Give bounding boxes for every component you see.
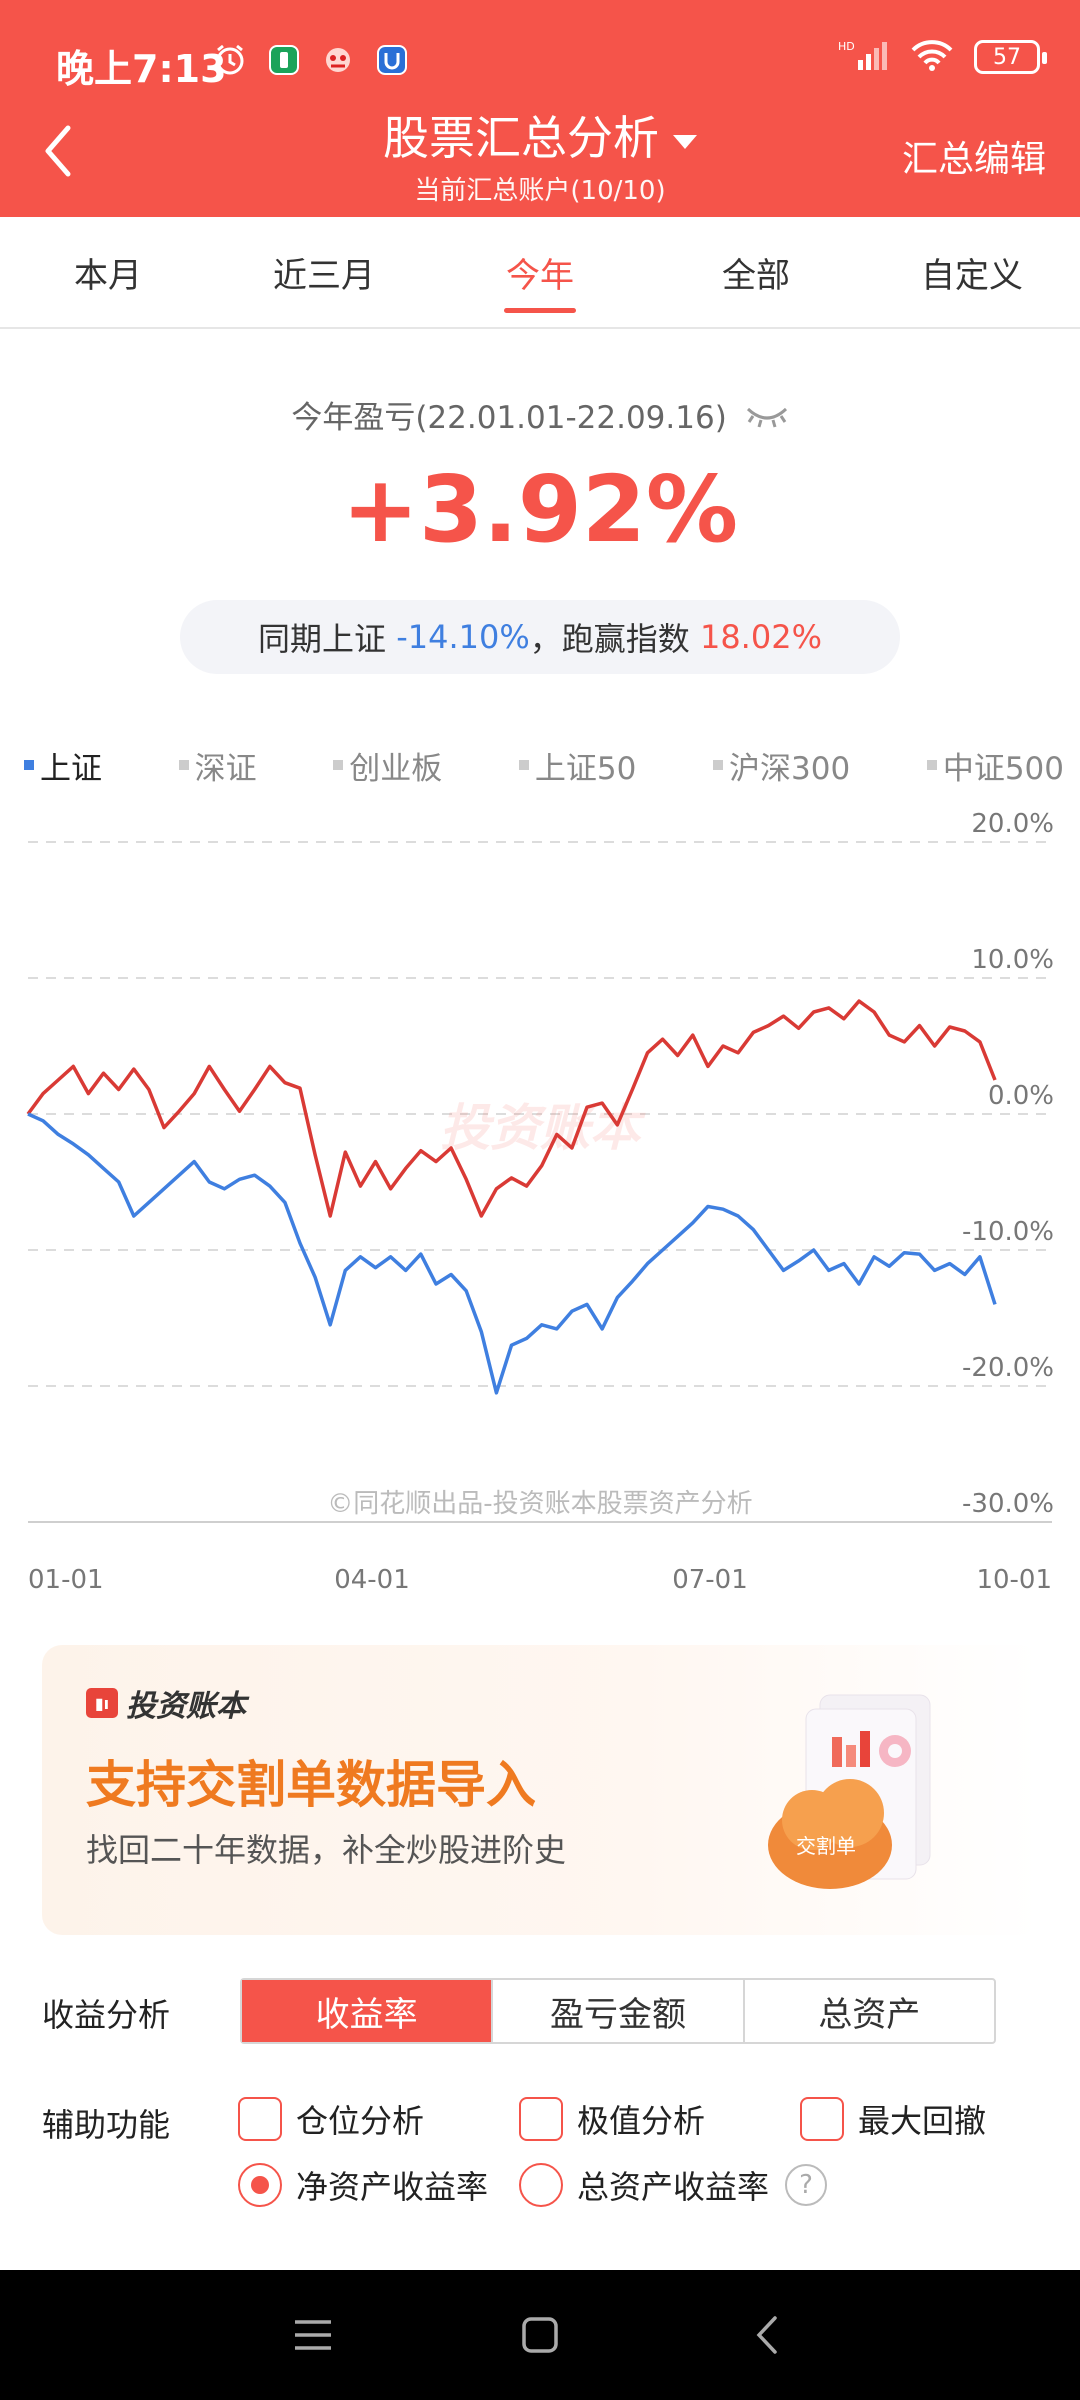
y-tick-label: 20.0% [971, 809, 1054, 839]
segment-profit-amount[interactable]: 盈亏金额 [493, 1980, 745, 2042]
svg-text:交割单: 交割单 [796, 1834, 856, 1858]
position-analysis-checkbox[interactable]: 仓位分析 [238, 2096, 424, 2142]
cloud-document-illustration: 交割单 [750, 1675, 950, 1915]
net-asset-return-radio[interactable]: 净资产收益率 [238, 2162, 488, 2208]
x-tick-label: 10-01 [976, 1565, 1052, 1595]
status-bar: 晚上7:13 HD 57 [0, 0, 1080, 125]
segment-return-rate[interactable]: 收益率 [242, 1980, 494, 2042]
battery-indicator: 57 [974, 40, 1047, 74]
y-tick-label: 0.0% [988, 1081, 1054, 1111]
analysis-segmented-control: 收益率 盈亏金额 总资产 [240, 1978, 996, 2044]
checkbox-box [800, 2097, 844, 2141]
summary-edit-button[interactable]: 汇总编辑 [901, 139, 1046, 180]
y-tick-label: -10.0% [962, 1217, 1054, 1247]
account-subtitle: 当前汇总账户(10/10) [414, 176, 666, 206]
help-icon[interactable]: ? [785, 2164, 828, 2206]
app-notification-icon [320, 42, 356, 78]
return-chart-svg: 20.0% 10.0% 0.0% -10.0% -20.0% -30.0% 投资账本 ©同花顺… [26, 809, 1054, 1595]
total-asset-return-radio[interactable]: 总资产收益率 ? [519, 2162, 828, 2208]
segment-total-assets[interactable]: 总资产 [818, 1994, 921, 2035]
app-notification-icon [266, 42, 302, 78]
profit-period-label: 今年盈亏(22.01.01-22.09.16) [0, 392, 1080, 439]
y-tick-label: -20.0% [962, 1353, 1054, 1383]
index-option-csi500[interactable]: 中证500 [926, 743, 1064, 788]
extreme-value-checkbox[interactable]: 极值分析 [519, 2096, 705, 2142]
promo-subtitle: 找回二十年数据，补全炒股进阶史 [86, 1831, 567, 1869]
profit-percentage: +3.92% [341, 456, 739, 563]
index-option-sse50[interactable]: 上证50 [518, 743, 636, 788]
y-tick-label: 10.0% [971, 945, 1054, 975]
aux-functions-label: 辅助功能 [42, 2106, 171, 2144]
excess-return: 18.02% [699, 618, 822, 656]
checkbox-box [519, 2097, 563, 2141]
tab-last-three-months[interactable]: 近三月 [273, 255, 375, 296]
chart-watermark: 投资账本 [440, 1099, 646, 1157]
index-selector: 上证 深证 创业板 上证50 沪深300 中证500 [24, 740, 1064, 790]
y-tick-label: -30.0% [962, 1489, 1054, 1519]
portfolio-return-line [26, 999, 997, 1218]
caret-down-icon [673, 134, 697, 149]
index-comparison: 同期上证 -14.10% ，跑赢指数 18.02% [180, 600, 900, 674]
back-button[interactable] [34, 118, 80, 184]
app-notification-icon [374, 42, 410, 78]
title-dropdown[interactable]: 股票汇总分析 当前汇总账户(10/10) [300, 110, 780, 207]
system-navigation-bar [0, 2270, 1080, 2400]
index-return: -14.10% [396, 618, 530, 656]
wifi-icon [910, 38, 954, 76]
index-option-chinext[interactable]: 创业板 [333, 743, 442, 788]
checkbox-box [238, 2097, 282, 2141]
x-tick-label: 04-01 [334, 1565, 410, 1595]
promo-title: 支持交割单数据导入 [86, 1756, 536, 1814]
alarm-icon [212, 42, 248, 78]
return-chart[interactable]: 20.0% 10.0% 0.0% -10.0% -20.0% -30.0% 投资账本 ©同花顺… [0, 800, 1080, 1600]
app-header: 晚上7:13 HD 57 股票 [0, 0, 1080, 217]
tab-this-year[interactable]: 今年 [432, 217, 648, 327]
index-option-shanghai[interactable]: 上证 [24, 743, 102, 788]
notification-icons [212, 42, 410, 78]
x-tick-label: 07-01 [672, 1565, 748, 1595]
svg-text:HD: HD [838, 40, 855, 53]
index-option-csi300[interactable]: 沪深300 [713, 743, 850, 788]
status-right: HD 57 [838, 38, 1047, 76]
tab-all[interactable]: 全部 [722, 255, 790, 296]
brand-logo-icon: ▮ı [86, 1688, 118, 1718]
chart-footer-note: ©同花顺出品-投资账本股票资产分析 [327, 1489, 752, 1519]
back-nav-icon[interactable] [737, 2305, 797, 2365]
promo-brand: ▮ı 投资账本 [86, 1681, 246, 1725]
status-time: 晚上7:13 [56, 47, 227, 91]
index-return-line [27, 1112, 997, 1395]
x-tick-label: 01-01 [28, 1565, 104, 1595]
radio-selected [238, 2163, 282, 2207]
signal-icon: HD [838, 38, 890, 76]
page-title: 股票汇总分析 [383, 111, 659, 165]
analysis-label: 收益分析 [42, 1996, 171, 2034]
max-drawdown-checkbox[interactable]: 最大回撤 [800, 2096, 986, 2142]
menu-icon[interactable] [283, 2305, 343, 2365]
home-icon[interactable] [510, 2305, 570, 2365]
period-tabs: 本月 近三月 今年 全部 自定义 [0, 217, 1080, 329]
tab-this-month[interactable]: 本月 [74, 255, 142, 296]
tab-custom[interactable]: 自定义 [921, 255, 1023, 296]
index-option-shenzhen[interactable]: 深证 [178, 743, 257, 788]
eye-closed-icon[interactable] [745, 401, 789, 439]
import-promo-banner[interactable]: ▮ı 投资账本 支持交割单数据导入 找回二十年数据，补全炒股进阶史 交割单 [42, 1645, 1040, 1935]
radio-unselected [519, 2163, 563, 2207]
